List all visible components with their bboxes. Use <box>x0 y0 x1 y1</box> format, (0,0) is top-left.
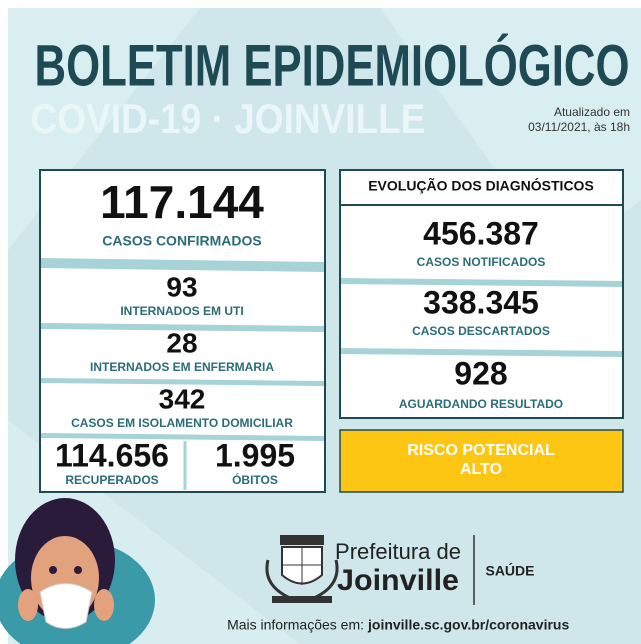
info-url: joinville.sc.gov.br/coronavirus <box>367 617 569 633</box>
metric-value: 117.144 <box>100 176 264 228</box>
metric-value: 456.387 <box>423 215 539 251</box>
metric-value: 338.345 <box>423 284 539 320</box>
metric-value: 1.995 <box>215 437 295 473</box>
metric-label: CASOS NOTIFICADOS <box>417 255 546 269</box>
metric-value: 28 <box>166 327 197 358</box>
metric-value: 114.656 <box>55 437 169 473</box>
metric-label: RECUPERADOS <box>65 473 158 487</box>
metric-label: ÓBITOS <box>232 472 278 487</box>
metric-label: CASOS DESCARTADOS <box>412 324 550 338</box>
updated-date: 03/11/2021, às 18h <box>528 120 630 134</box>
risk-line1: RISCO POTENCIAL <box>407 442 555 459</box>
metric-value: 342 <box>159 383 206 414</box>
org-line2: Joinville <box>337 564 459 597</box>
metric-value: 928 <box>454 355 507 391</box>
bulletin: BOLETIM EPIDEMIOLÓGICO COVID-19 · JOINVI… <box>0 0 641 644</box>
department: SAÚDE <box>485 562 534 579</box>
info-label: Mais informações em: <box>227 617 364 633</box>
metric-label: INTERNADOS EM UTI <box>120 304 243 318</box>
metric-label: CASOS CONFIRMADOS <box>102 233 261 249</box>
metric-label: CASOS EM ISOLAMENTO DOMICILIAR <box>71 416 293 430</box>
updated-label: Atualizado em <box>554 105 630 119</box>
org-line1: Prefeitura de <box>335 539 461 564</box>
title: BOLETIM EPIDEMIOLÓGICO <box>35 33 630 98</box>
right-title: EVOLUÇÃO DOS DIAGNÓSTICOS <box>368 177 594 194</box>
risk-line2: ALTO <box>460 461 502 478</box>
subtitle: COVID-19 · JOINVILLE <box>31 95 426 142</box>
metric-label: INTERNADOS EM ENFERMARIA <box>90 360 274 374</box>
metric-value: 93 <box>166 271 197 302</box>
metric-label: AGUARDANDO RESULTADO <box>399 397 563 411</box>
